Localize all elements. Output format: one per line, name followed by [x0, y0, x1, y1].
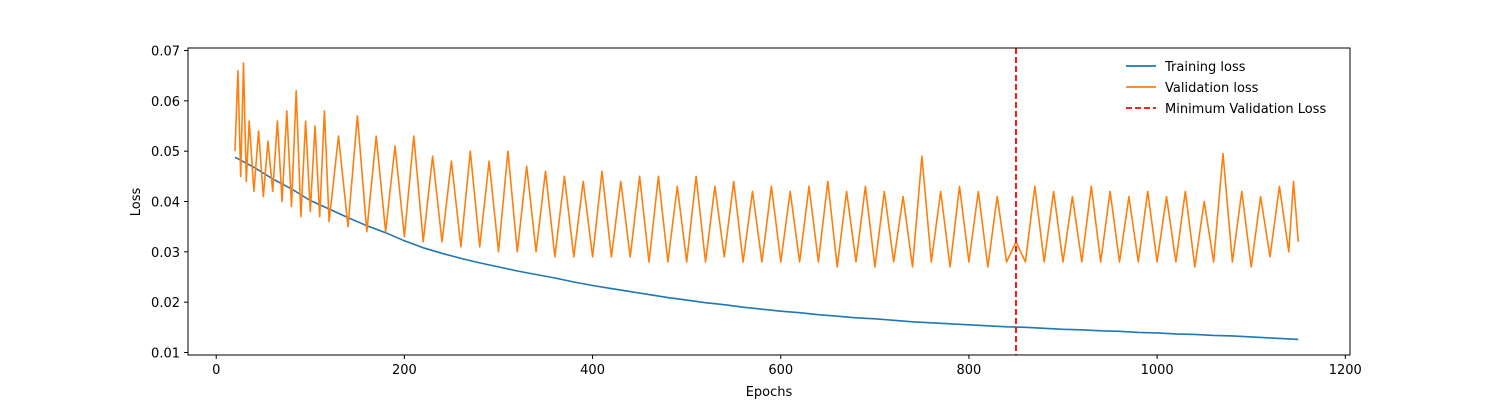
y-tick-label-3: 0.04	[151, 196, 180, 211]
y-tick-label-2: 0.03	[151, 246, 180, 261]
y-tick-label-0: 0.01	[151, 346, 180, 361]
x-tick-label-1: 200	[392, 363, 417, 378]
series-line-0	[234, 156, 1299, 341]
y-axis-label: Loss	[129, 188, 144, 217]
x-tick-label-4: 800	[957, 363, 982, 378]
x-tick-label-6: 1200	[1329, 363, 1362, 378]
legend-label-1: Validation loss	[1165, 81, 1259, 96]
x-axis-label: Epochs	[746, 385, 793, 400]
legend: Training loss Validation loss Minimum Vali…	[1126, 60, 1326, 117]
y-tick-label-4: 0.05	[151, 145, 180, 160]
x-tick-label-0: 0	[212, 363, 220, 378]
y-tick-label-1: 0.02	[151, 296, 180, 311]
x-tick-label-2: 400	[580, 363, 605, 378]
x-axis-ticks: 0 200 400 600 800 1000 1200	[212, 355, 1362, 378]
legend-label-2: Minimum Validation Loss	[1165, 102, 1326, 117]
y-axis-ticks: 0.01 0.02 0.03 0.04 0.05 0.06 0.07	[151, 45, 188, 361]
legend-label-0: Training loss	[1164, 60, 1246, 75]
x-tick-label-3: 600	[768, 363, 793, 378]
y-tick-label-6: 0.07	[151, 45, 180, 60]
x-tick-label-5: 1000	[1141, 363, 1174, 378]
series-layer	[234, 62, 1300, 341]
series-line-1	[234, 62, 1300, 268]
y-tick-label-5: 0.06	[151, 95, 180, 110]
